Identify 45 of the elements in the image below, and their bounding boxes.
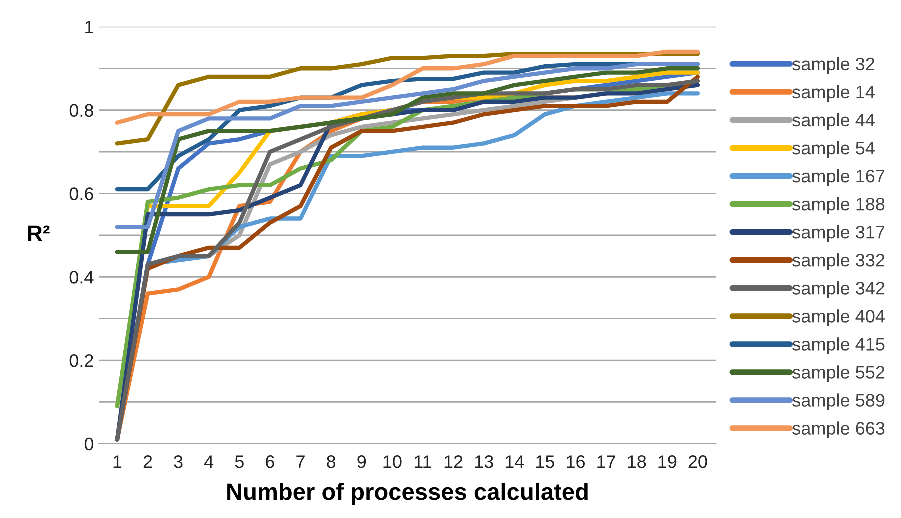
x-tick-label: 17: [598, 456, 616, 468]
legend-label: sample 32: [792, 57, 875, 74]
y-tick-label: 0.8: [70, 104, 94, 118]
x-tick-label: 5: [235, 456, 244, 468]
legend-label: sample 167: [792, 169, 885, 186]
x-tick-label: 15: [536, 456, 554, 468]
x-tick-label: 20: [688, 456, 708, 468]
y-tick-label: 0.4: [70, 271, 94, 284]
x-axis-title: Number of processes calculated: [228, 482, 588, 505]
legend-label: sample 552: [792, 366, 885, 382]
x-tick-label: 6: [266, 456, 274, 468]
legend-label: sample 44: [792, 113, 875, 130]
legend-label: sample 663: [792, 422, 885, 439]
x-tick-label: 1: [114, 456, 122, 468]
x-tick-label: 18: [628, 456, 646, 468]
line-series: [115, 50, 700, 125]
y-tick-label: 0.6: [70, 188, 94, 200]
legend-label: sample 332: [792, 254, 885, 270]
y-tick-label: 1: [86, 21, 94, 34]
y-tick-label: 0: [84, 438, 94, 451]
x-tick-label: 19: [658, 456, 677, 468]
legend-label: sample 415: [792, 338, 885, 354]
x-tick-label: 11: [414, 456, 432, 468]
y-tick-label: 0.2: [70, 354, 94, 368]
legend-label: sample 589: [792, 394, 885, 410]
x-tick-label: 13: [475, 456, 494, 468]
line-series: [115, 66, 700, 254]
x-tick-label: 16: [567, 456, 585, 468]
x-tick-label: 14: [506, 456, 524, 468]
x-tick-label: 4: [204, 456, 214, 468]
x-tick-label: 3: [174, 456, 183, 468]
x-tick-label: 10: [384, 456, 402, 468]
legend-label: sample 404: [792, 310, 885, 326]
legend-label: sample 14: [792, 85, 875, 102]
x-tick-label: 2: [144, 456, 152, 468]
x-tick-label: 9: [358, 456, 366, 468]
line-series: [115, 62, 700, 230]
legend-label: sample 317: [792, 226, 885, 242]
x-tick-label: 7: [296, 456, 305, 468]
x-tick-label: 8: [327, 456, 336, 468]
x-tick-label: 12: [444, 456, 463, 468]
legend-label: sample 342: [792, 282, 885, 298]
legend-label: sample 54: [792, 141, 875, 158]
legend-label: sample 188: [792, 197, 885, 214]
y-axis-title: R²: [28, 226, 50, 242]
